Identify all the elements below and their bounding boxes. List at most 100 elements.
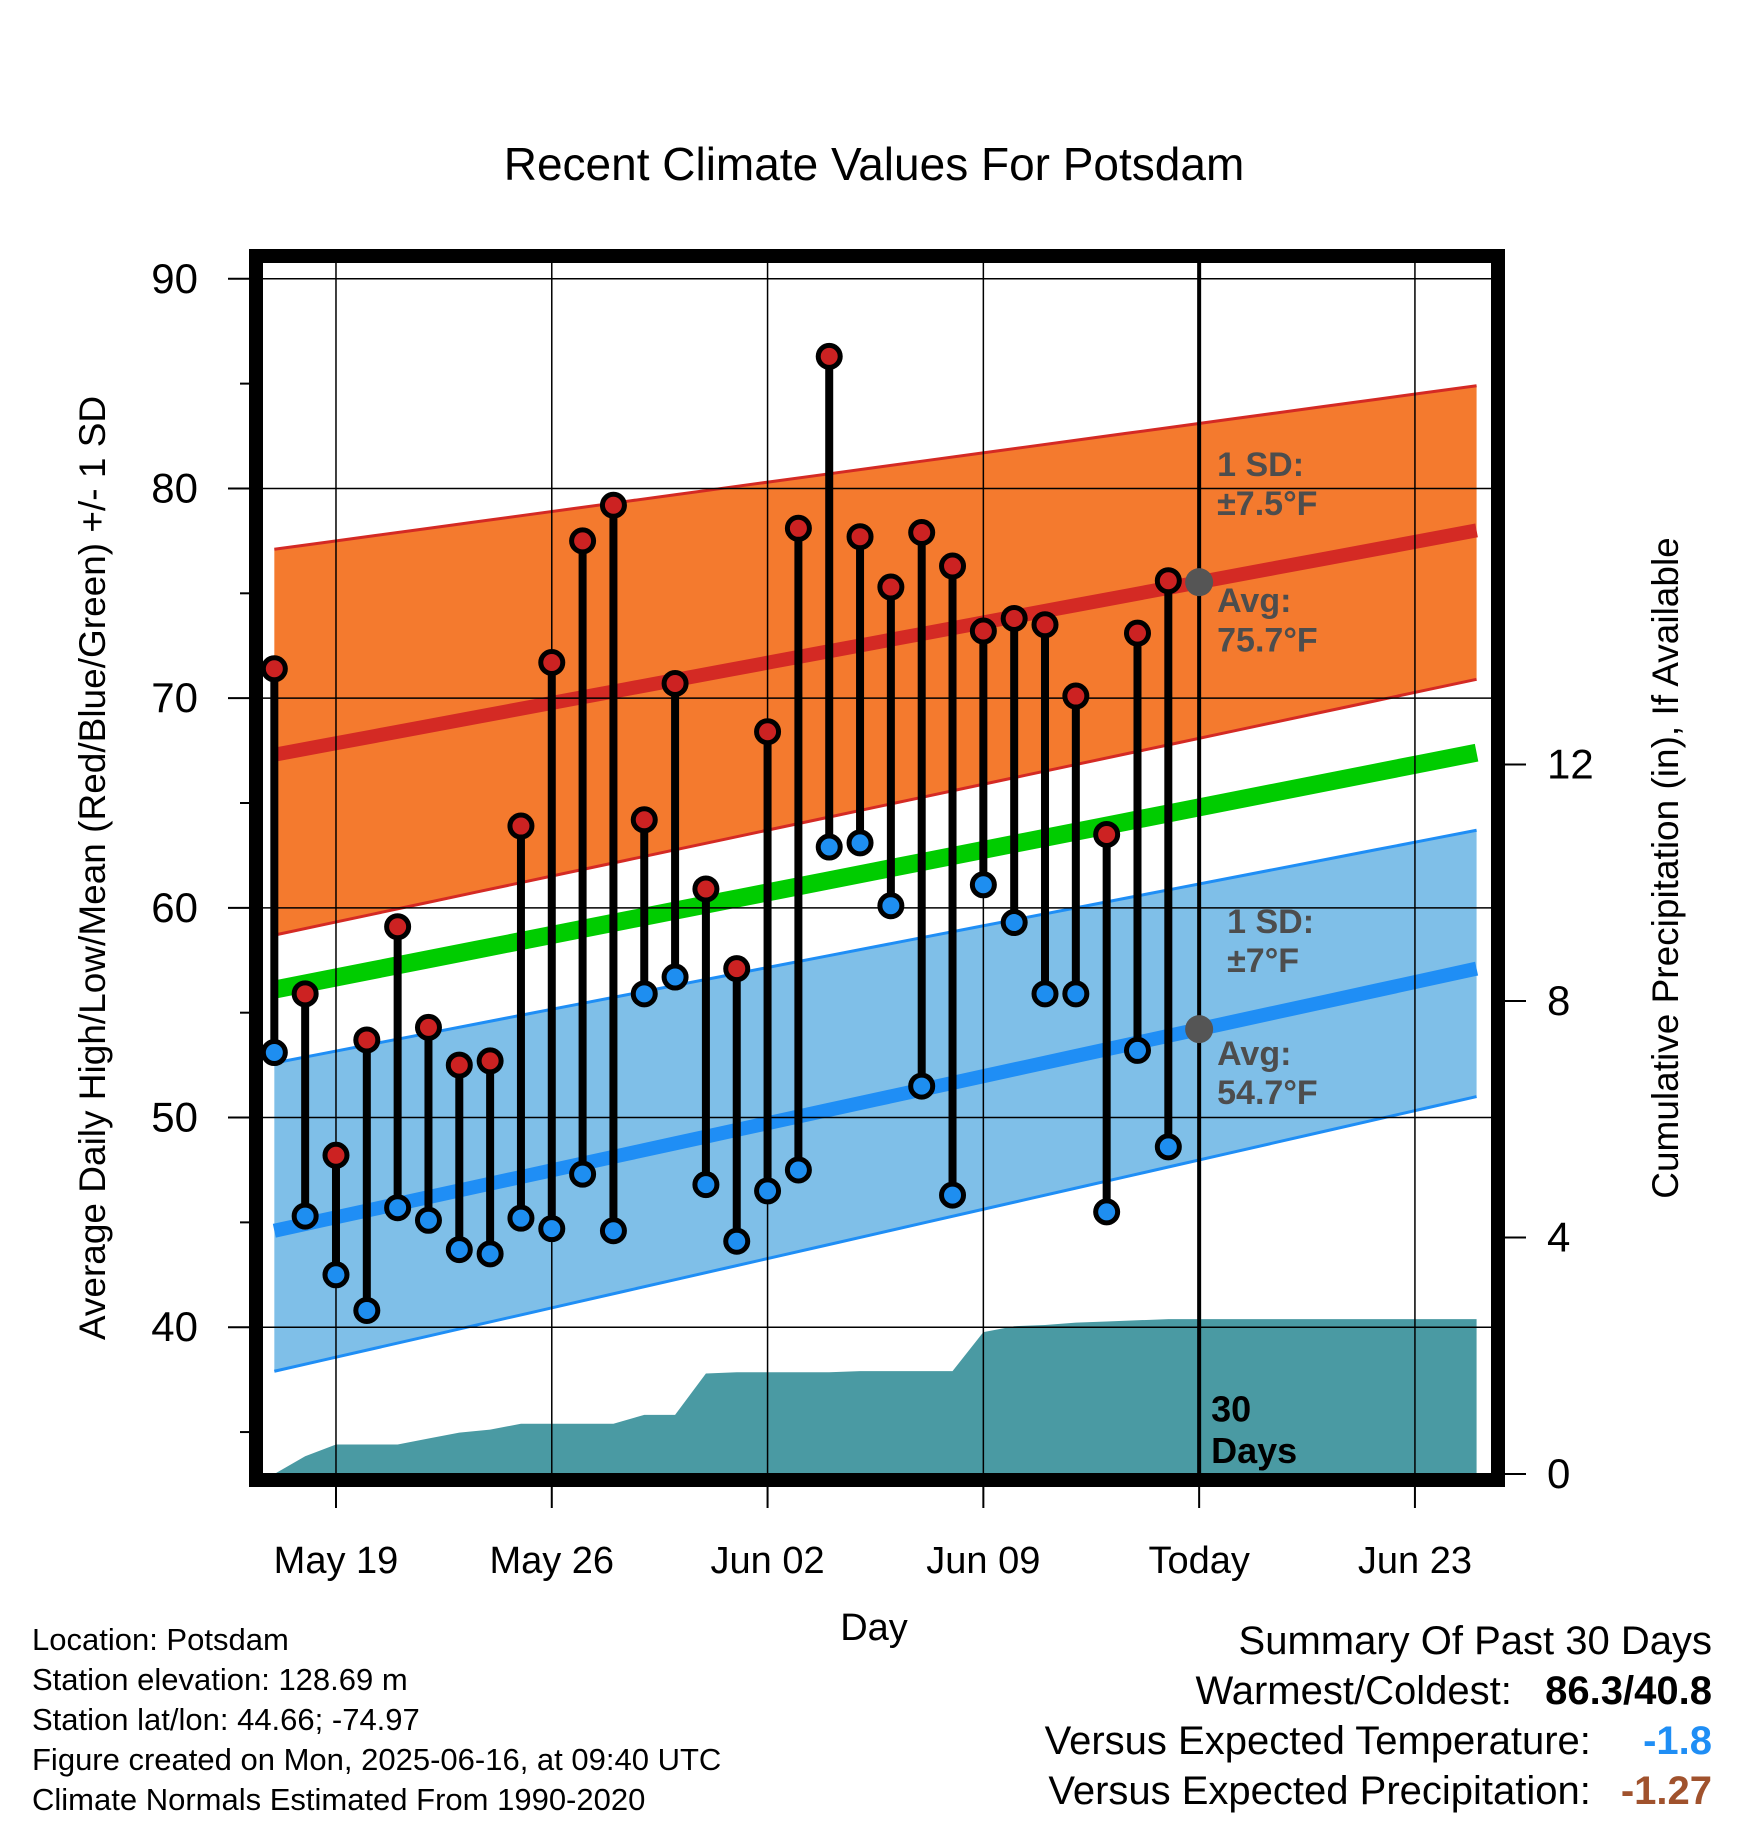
high-point	[291, 980, 319, 1008]
warm-cold-label: Warmest/Coldest:	[1195, 1669, 1512, 1713]
low-sd-lower-line	[273, 1095, 1477, 1373]
low-point	[384, 1194, 412, 1222]
y-axis-title: Average Daily High/Low/Mean (Red/Blue/Gr…	[72, 396, 113, 1340]
x-tick-label: May 26	[489, 1540, 614, 1582]
low-point	[476, 1240, 504, 1268]
low-point	[815, 833, 843, 861]
high-point	[384, 913, 412, 941]
low-point	[538, 1215, 566, 1243]
low-point	[599, 1217, 627, 1245]
y-tick-label: 70	[151, 674, 198, 721]
low-point	[353, 1296, 381, 1324]
x-tick-label: Jun 02	[711, 1540, 825, 1582]
y2-tick-label: 12	[1547, 741, 1594, 788]
precip-area	[274, 1319, 1477, 1474]
y2-tick-label: 4	[1547, 1214, 1570, 1261]
x-axis-title: Day	[840, 1607, 908, 1649]
low-sd-upper-line	[274, 828, 1477, 1065]
location-text: Location: Potsdam	[32, 1622, 289, 1657]
low-point	[1062, 980, 1090, 1008]
low-point	[1093, 1198, 1121, 1226]
high-point	[630, 806, 658, 834]
precip-days-label: 30 Days	[1211, 1389, 1297, 1471]
low-point	[507, 1204, 535, 1232]
coldest-value: 40.8	[1634, 1669, 1712, 1713]
high-avg-label: Avg: 75.7°F	[1217, 582, 1318, 659]
low-point	[723, 1227, 751, 1255]
today-low-avg-marker	[1185, 1015, 1214, 1044]
high-point	[939, 552, 967, 580]
temp-label: Versus Expected Temperature:	[1044, 1719, 1591, 1763]
elevation-text: Station elevation: 128.69 m	[32, 1662, 408, 1697]
low-point	[414, 1206, 442, 1234]
low-point	[969, 871, 997, 899]
low-point	[754, 1177, 782, 1205]
high-point	[1154, 567, 1182, 595]
plot-area	[262, 262, 1492, 1474]
avg-high-line	[273, 523, 1478, 762]
chart-title: Recent Climate Values For Potsdam	[504, 138, 1245, 190]
high-sd-lower-line	[274, 677, 1477, 937]
high-point	[846, 523, 874, 551]
x-tick-label: May 19	[274, 1540, 399, 1582]
high-point	[1062, 682, 1090, 710]
summary-precip: Versus Expected Precipitation: -1.27	[1045, 1766, 1712, 1816]
high-point	[507, 812, 535, 840]
summary-title: Summary Of Past 30 Days	[1238, 1619, 1712, 1663]
high-point	[723, 955, 751, 983]
low-point	[1031, 980, 1059, 1008]
low-point	[445, 1236, 473, 1264]
low-point	[692, 1171, 720, 1199]
y-tick-label: 60	[151, 884, 198, 931]
low-point	[291, 1202, 319, 1230]
low-point	[661, 963, 689, 991]
high-point	[692, 875, 720, 903]
today-high-avg-marker	[1185, 568, 1214, 597]
low-point	[877, 892, 905, 920]
precip-label: Versus Expected Precipitation:	[1048, 1769, 1591, 1813]
low-point	[908, 1072, 936, 1100]
low-point	[939, 1181, 967, 1209]
high-point	[877, 573, 905, 601]
high-point	[322, 1141, 350, 1169]
low-point	[784, 1156, 812, 1184]
y-tick-label: 80	[151, 464, 198, 511]
low-point	[322, 1261, 350, 1289]
summary-panel: Summary Of Past 30 Days Warmest/Coldest:…	[1045, 1616, 1712, 1816]
normals-text: Climate Normals Estimated From 1990-2020	[32, 1782, 646, 1817]
high-sd-band	[274, 385, 1477, 936]
precip-value: -1.27	[1620, 1769, 1712, 1813]
low-point	[569, 1160, 597, 1188]
high-sd-upper-line	[274, 384, 1477, 551]
high-point	[569, 527, 597, 555]
high-point	[784, 514, 812, 542]
high-point	[1031, 611, 1059, 639]
high-point	[599, 491, 627, 519]
high-sd-label: 1 SD: ±7.5°F	[1217, 446, 1317, 523]
y-tick-label: 90	[151, 255, 198, 302]
high-point	[969, 617, 997, 645]
x-tick-label: Jun 23	[1358, 1540, 1472, 1582]
avg-low-line	[272, 961, 1479, 1238]
x-tick-label: Jun 09	[926, 1540, 1040, 1582]
high-point	[754, 718, 782, 746]
high-point	[476, 1047, 504, 1075]
high-point	[414, 1013, 442, 1041]
y2-tick-label: 0	[1547, 1450, 1570, 1497]
y-tick-label: 40	[151, 1303, 198, 1350]
high-point	[1000, 604, 1028, 632]
high-point	[908, 518, 936, 546]
y2-axis-title: Cumulative Precipitation (in), If Availa…	[1645, 537, 1686, 1199]
low-point	[1000, 909, 1028, 937]
low-avg-label: Avg: 54.7°F	[1217, 1035, 1318, 1112]
y-tick-label: 50	[151, 1094, 198, 1141]
plot-frame	[249, 249, 1505, 1487]
high-point	[353, 1026, 381, 1054]
low-point	[1123, 1036, 1151, 1064]
low-point	[630, 980, 658, 1008]
low-point	[262, 1039, 288, 1067]
low-sd-label: 1 SD: ±7°F	[1227, 903, 1314, 980]
low-point	[1154, 1133, 1182, 1161]
high-point	[1123, 619, 1151, 647]
